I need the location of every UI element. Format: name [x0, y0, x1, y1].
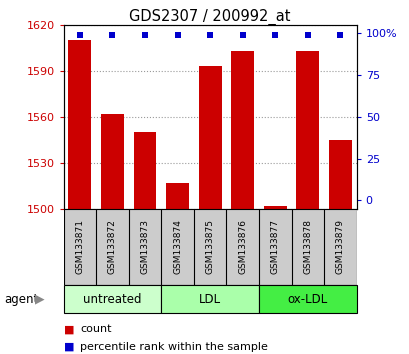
Text: GSM133873: GSM133873	[140, 219, 149, 274]
Text: ox-LDL: ox-LDL	[287, 293, 327, 306]
Point	[239, 32, 245, 38]
Text: GSM133879: GSM133879	[335, 219, 344, 274]
Title: GDS2307 / 200992_at: GDS2307 / 200992_at	[129, 8, 290, 25]
Text: GSM133871: GSM133871	[75, 219, 84, 274]
Text: percentile rank within the sample: percentile rank within the sample	[80, 342, 267, 352]
Text: GSM133877: GSM133877	[270, 219, 279, 274]
Bar	[258, 285, 356, 313]
Bar	[231, 51, 254, 209]
Text: GSM133876: GSM133876	[238, 219, 247, 274]
Bar	[166, 183, 189, 209]
Bar	[133, 132, 156, 209]
Text: GSM133875: GSM133875	[205, 219, 214, 274]
Bar	[263, 206, 286, 209]
Point	[271, 32, 278, 38]
Bar	[63, 285, 161, 313]
Bar	[101, 114, 124, 209]
Text: GSM133872: GSM133872	[108, 219, 117, 274]
Text: untreated: untreated	[83, 293, 142, 306]
Point	[109, 32, 115, 38]
Text: ■: ■	[63, 324, 77, 334]
Point	[206, 32, 213, 38]
Bar	[328, 140, 351, 209]
Text: LDL: LDL	[199, 293, 220, 306]
Bar	[161, 285, 258, 313]
Bar	[296, 51, 319, 209]
Point	[174, 32, 180, 38]
Point	[142, 32, 148, 38]
Bar	[198, 66, 221, 209]
Text: GSM133878: GSM133878	[303, 219, 312, 274]
Text: ■: ■	[63, 342, 77, 352]
Text: ▶: ▶	[35, 293, 44, 306]
Point	[304, 32, 310, 38]
Point	[76, 32, 83, 38]
Point	[336, 32, 343, 38]
Text: agent: agent	[4, 293, 38, 306]
Text: GSM133874: GSM133874	[173, 219, 182, 274]
Bar	[68, 40, 91, 209]
Text: count: count	[80, 324, 111, 334]
